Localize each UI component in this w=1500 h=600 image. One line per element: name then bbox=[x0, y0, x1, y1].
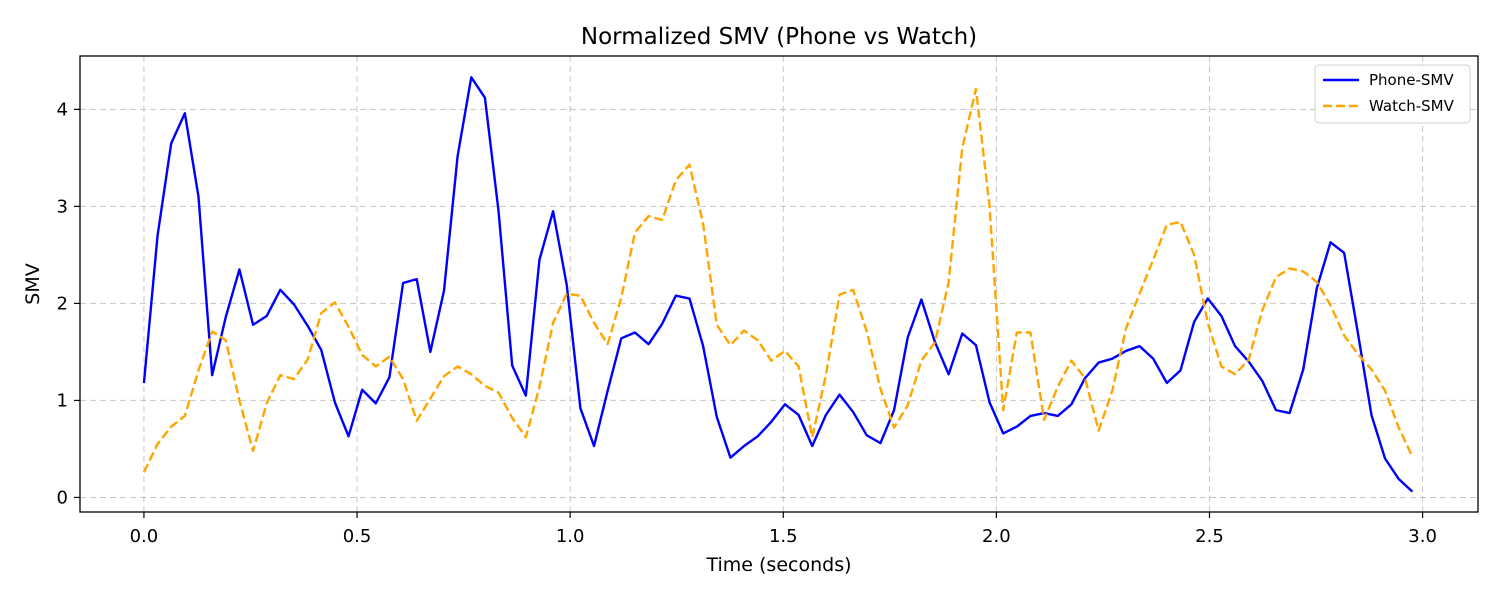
y-tick-label: 4 bbox=[57, 99, 68, 120]
x-tick-label: 0.5 bbox=[343, 526, 372, 547]
series-line-phone-smv bbox=[142, 76, 1414, 493]
legend: Phone-SMV Watch-SMV bbox=[1314, 64, 1471, 124]
x-tick-label: 2.5 bbox=[1195, 526, 1224, 547]
x-tick-label: 1.0 bbox=[556, 526, 585, 547]
grid bbox=[80, 56, 1478, 512]
x-axis: 0.0 0.5 1.0 1.5 2.0 2.5 3.0 bbox=[130, 512, 1437, 547]
y-tick-label: 2 bbox=[57, 293, 68, 314]
x-tick-label: 3.0 bbox=[1408, 526, 1437, 547]
series-line-watch-smv bbox=[142, 87, 1414, 473]
legend-label: Watch-SMV bbox=[1369, 97, 1455, 115]
y-tick-label: 0 bbox=[57, 487, 68, 508]
y-tick-label: 1 bbox=[57, 390, 68, 411]
x-axis-label: Time (seconds) bbox=[705, 554, 851, 576]
series-layer bbox=[142, 76, 1414, 493]
plot-frame bbox=[79, 55, 1479, 513]
chart-title: Normalized SMV (Phone vs Watch) bbox=[581, 24, 977, 50]
x-tick-label: 2.0 bbox=[982, 526, 1011, 547]
y-axis-label: SMV bbox=[22, 263, 44, 304]
x-tick-label: 0.0 bbox=[130, 526, 159, 547]
legend-label: Phone-SMV bbox=[1369, 71, 1454, 89]
y-tick-label: 3 bbox=[57, 196, 68, 217]
y-axis: 0 1 2 3 4 bbox=[57, 99, 80, 508]
x-tick-label: 1.5 bbox=[769, 526, 798, 547]
